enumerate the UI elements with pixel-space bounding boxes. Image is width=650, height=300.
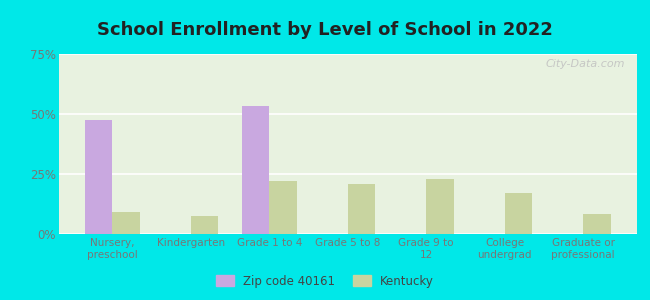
Text: City-Data.com: City-Data.com: [546, 59, 625, 69]
Legend: Zip code 40161, Kentucky: Zip code 40161, Kentucky: [213, 271, 437, 291]
Bar: [505, 193, 532, 234]
Bar: [426, 179, 454, 234]
Bar: [583, 214, 611, 234]
Bar: [84, 120, 112, 234]
Bar: [190, 216, 218, 234]
Bar: [112, 212, 140, 234]
Bar: [242, 106, 269, 234]
Bar: [348, 184, 375, 234]
Bar: [269, 181, 297, 234]
Text: School Enrollment by Level of School in 2022: School Enrollment by Level of School in …: [97, 21, 553, 39]
